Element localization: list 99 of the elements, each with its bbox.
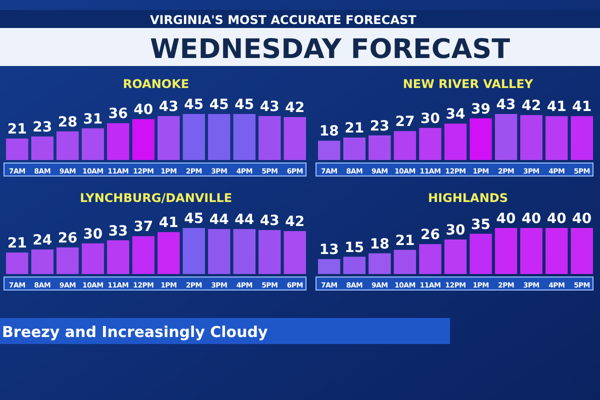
bar [208, 114, 230, 160]
bar [470, 118, 492, 160]
bar [343, 138, 366, 160]
data-label: 26 [420, 227, 440, 244]
data-label: 13 [319, 242, 339, 258]
chart-title: ROANOKE [122, 77, 190, 91]
bar [368, 253, 391, 274]
bar [520, 115, 542, 160]
data-label: 39 [471, 101, 491, 118]
chart-title: NEW RIVER VALLEY [402, 77, 534, 91]
bar [107, 240, 130, 274]
bar [182, 114, 205, 160]
bar [31, 136, 54, 160]
bar [208, 229, 230, 274]
bar [82, 128, 104, 160]
bar [570, 116, 593, 160]
data-label: 27 [395, 114, 415, 130]
bar [158, 232, 180, 274]
bar [545, 116, 568, 160]
bar [158, 116, 180, 160]
data-label: 40 [496, 211, 516, 227]
data-label: 30 [420, 110, 440, 127]
data-label: 42 [285, 214, 305, 230]
data-label: 23 [32, 119, 52, 136]
bar [318, 140, 340, 160]
data-label: 37 [134, 219, 154, 236]
bar [444, 240, 467, 274]
data-label: 43 [158, 99, 178, 116]
data-label: 34 [446, 106, 466, 123]
bar [570, 228, 593, 274]
data-label: 30 [446, 222, 466, 238]
bar [494, 228, 518, 274]
bar [394, 250, 416, 274]
bar [520, 228, 542, 274]
data-label: 26 [58, 230, 78, 246]
data-label: 33 [108, 223, 128, 240]
data-label: 35 [471, 216, 491, 233]
data-label: 45 [184, 97, 204, 113]
bar [56, 131, 79, 160]
bar [6, 138, 28, 160]
bar [419, 244, 442, 274]
bar [419, 128, 442, 160]
bar [107, 123, 130, 160]
data-label: 42 [285, 100, 305, 116]
data-label: 41 [546, 99, 566, 116]
data-label: 41 [572, 99, 592, 116]
data-label: 23 [370, 118, 390, 134]
bar [6, 252, 28, 274]
data-label: 45 [234, 97, 254, 113]
data-label: 40 [522, 211, 542, 227]
data-label: 42 [522, 98, 542, 114]
bar [233, 229, 256, 274]
bar [258, 230, 281, 274]
bar [444, 124, 467, 160]
data-label: 45 [209, 97, 229, 113]
data-label: 44 [234, 212, 254, 228]
chart-title: LYNCHBURG/DANVILLE [80, 191, 232, 205]
data-label: 18 [370, 236, 390, 252]
bar [343, 256, 366, 274]
text: WEDNESDAY FORECAST [150, 34, 511, 65]
data-label: 40 [572, 211, 592, 227]
bar [284, 231, 306, 274]
bar [31, 249, 54, 274]
bar [494, 114, 518, 160]
data-label: 43 [496, 97, 516, 113]
bar [56, 247, 79, 274]
data-label: 40 [546, 211, 567, 227]
bar [318, 259, 340, 274]
data-label: 44 [209, 212, 230, 228]
data-label: 30 [83, 226, 103, 242]
data-label: 15 [344, 240, 364, 256]
data-label: 21 [7, 122, 27, 138]
data-label: 21 [344, 120, 364, 137]
data-label: 45 [184, 211, 204, 227]
bar [132, 119, 154, 160]
text: VIRGINIA'S MOST ACCURATE FORECAST [150, 13, 418, 27]
bar [233, 114, 256, 160]
chart-title: HIGHLANDS [428, 191, 508, 205]
bar [182, 228, 205, 274]
text: Breezy and Increasingly Cloudy [2, 323, 268, 341]
data-label: 28 [58, 114, 78, 130]
bar [545, 228, 568, 274]
data-label: 21 [7, 236, 27, 252]
data-label: 43 [260, 213, 280, 230]
bar [470, 234, 492, 274]
bar [82, 243, 104, 274]
bar [394, 131, 416, 160]
bar [258, 116, 281, 160]
data-label: 36 [108, 106, 128, 122]
data-label: 41 [158, 215, 178, 232]
data-label: 43 [260, 99, 280, 116]
data-label: 18 [319, 124, 339, 140]
data-label: 40 [134, 102, 154, 118]
data-label: 24 [32, 232, 52, 248]
bar [368, 135, 391, 160]
data-label: 31 [83, 111, 103, 128]
data-label: 21 [395, 232, 415, 249]
bar [284, 117, 306, 160]
bar [132, 236, 154, 274]
